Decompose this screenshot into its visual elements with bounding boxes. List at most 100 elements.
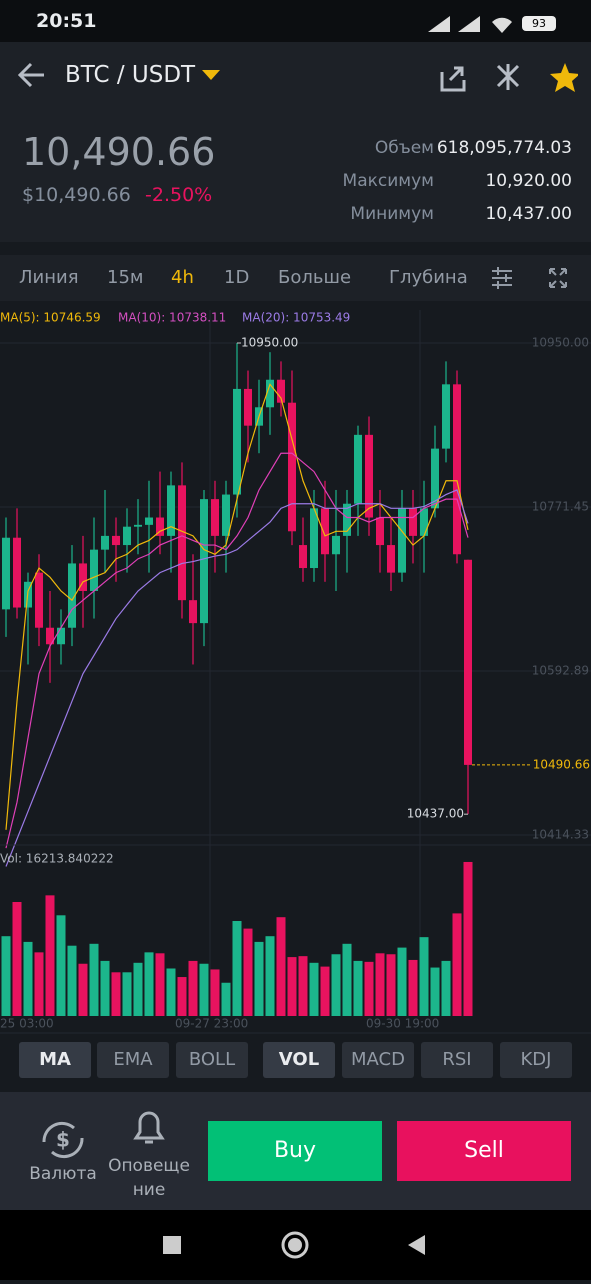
currency-icon[interactable]: $ xyxy=(38,1120,88,1160)
y-tick-label: 10592.89 xyxy=(532,663,589,677)
battery: 93 xyxy=(522,16,556,31)
stat-value: 10,920.00 xyxy=(485,171,572,191)
indicator-button[interactable]: RSI xyxy=(421,1042,493,1078)
candle-body xyxy=(57,627,65,645)
price-usd: $10,490.66 xyxy=(22,184,131,206)
candle-body xyxy=(101,535,109,550)
interval-tab[interactable]: Глубина xyxy=(389,267,468,288)
candle-body xyxy=(376,517,384,546)
candle-body xyxy=(189,600,197,624)
volume-bar xyxy=(320,966,330,1016)
nav-bar xyxy=(0,1210,591,1280)
volume-bar xyxy=(243,928,253,1016)
sell-button[interactable]: Sell xyxy=(397,1121,571,1181)
nav-buttons[interactable] xyxy=(0,1210,591,1280)
candle-body xyxy=(420,508,428,536)
candle-body xyxy=(167,485,175,536)
volume-bar xyxy=(430,967,440,1016)
header-actions[interactable] xyxy=(438,62,578,92)
candle-body xyxy=(321,508,329,555)
volume-bar xyxy=(133,962,143,1016)
volume-bar xyxy=(254,941,264,1016)
volume-bar xyxy=(166,968,176,1016)
alerts-label[interactable]: Оповещение xyxy=(108,1156,190,1200)
candle-body xyxy=(90,549,98,591)
indicator-button[interactable]: MA xyxy=(19,1042,91,1078)
candle-body xyxy=(2,537,10,610)
volume-bar xyxy=(452,913,462,1016)
volume-bar xyxy=(67,945,77,1016)
interval-tab[interactable]: 15м xyxy=(107,267,144,288)
interval-tab[interactable]: Линия xyxy=(19,267,79,288)
candle-body xyxy=(211,499,219,536)
dropdown-caret xyxy=(202,70,220,80)
volume-bar xyxy=(463,861,473,1016)
back-button[interactable] xyxy=(16,60,48,90)
volume-bar xyxy=(441,960,451,1016)
volume-bar xyxy=(45,895,55,1016)
volume-bar xyxy=(419,937,429,1016)
candle-body xyxy=(431,448,439,509)
last-price-label: 10490.66 xyxy=(533,757,590,771)
candle-body xyxy=(453,384,461,555)
indicator-button[interactable]: EMA xyxy=(97,1042,169,1078)
y-tick-label: 10771.45 xyxy=(532,499,589,513)
indicator-button[interactable]: MACD xyxy=(342,1042,414,1078)
signal-icons xyxy=(428,16,512,33)
volume-bar xyxy=(386,954,396,1016)
volume-bar xyxy=(232,921,242,1016)
candle-body xyxy=(222,494,230,536)
pair-title[interactable]: BTC / USDT xyxy=(65,62,196,88)
interval-tab[interactable]: Больше xyxy=(278,267,352,288)
x-tick-label: 09-30 19:00 xyxy=(366,1017,439,1031)
indicator-button[interactable]: BOLL xyxy=(176,1042,248,1078)
status-bar: 20:51 93 xyxy=(0,0,591,42)
candle-body xyxy=(464,559,472,765)
volume-bar xyxy=(23,941,33,1016)
volume-bar xyxy=(122,972,132,1016)
x-tick-label: 09-27 23:00 xyxy=(175,1017,248,1031)
indicator-button[interactable]: KDJ xyxy=(500,1042,572,1078)
volume-bar xyxy=(265,936,275,1016)
volume-bar xyxy=(34,952,44,1016)
candle-body xyxy=(233,388,241,495)
volume-bar xyxy=(89,943,99,1016)
y-tick-label: 10414.33 xyxy=(532,828,589,842)
ma-legend: MA(20): 10753.49 xyxy=(242,311,350,325)
ma-line xyxy=(5,489,469,867)
volume-bar xyxy=(100,960,110,1016)
tab-icons[interactable] xyxy=(0,255,591,301)
ma-legend: MA(5): 10746.59 xyxy=(0,311,101,325)
candle-body xyxy=(156,517,164,536)
candle-body xyxy=(46,627,54,645)
candle-body xyxy=(134,524,142,527)
y-tick-label: 10950.00 xyxy=(532,336,589,350)
buy-button[interactable]: Buy xyxy=(208,1121,382,1181)
clock: 20:51 xyxy=(36,10,97,32)
alert-icon[interactable] xyxy=(130,1106,168,1148)
candle-body xyxy=(409,508,417,536)
candle-body xyxy=(79,563,87,591)
candle-body xyxy=(244,388,252,426)
volume-bar xyxy=(221,982,231,1016)
interval-tabs: Линия 15м 4h 1D Больше Глубина xyxy=(0,255,591,301)
stat-label: Максимум xyxy=(342,171,434,191)
volume-bar xyxy=(1,936,11,1016)
vol-legend: Vol: 16213.840222 xyxy=(0,852,114,866)
stat-label: Объем xyxy=(374,138,434,158)
chart: 10950.00 10771.45 10592.89 10414.33 MA(5): 1… xyxy=(0,310,591,1034)
indicator-button[interactable]: VOL xyxy=(263,1042,335,1078)
volume-bar xyxy=(397,947,407,1016)
candle-body xyxy=(200,499,208,624)
candle-body xyxy=(299,545,307,569)
ma-line xyxy=(5,452,469,849)
volume-bar xyxy=(199,963,209,1016)
header: BTC / USDT 10,490.66 $10,490.66 -2.50% О… xyxy=(0,42,591,242)
volume-bar xyxy=(111,972,121,1016)
stat-label: Минимум xyxy=(350,204,434,224)
interval-tab[interactable]: 1D xyxy=(224,267,250,288)
currency-label[interactable]: Валюта xyxy=(29,1164,97,1184)
interval-tab[interactable]: 4h xyxy=(171,267,194,288)
candle-body xyxy=(35,572,43,628)
